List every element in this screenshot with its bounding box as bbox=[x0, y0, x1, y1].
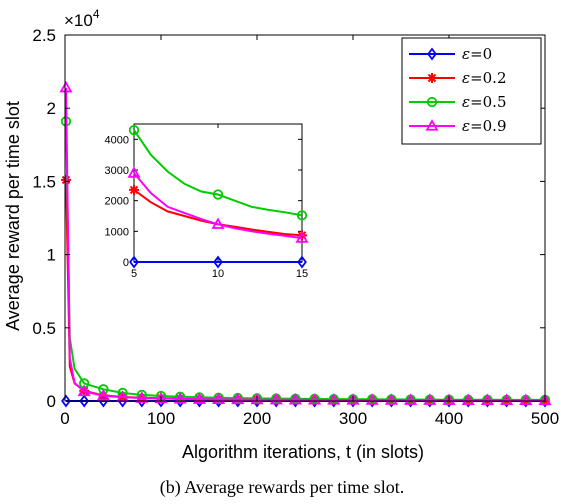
inset-y-tick-label-2: 2000 bbox=[105, 196, 129, 208]
legend-marker-2 bbox=[426, 96, 438, 108]
series-3-point-12 bbox=[250, 392, 264, 405]
series-3-point-26 bbox=[519, 393, 533, 406]
series-3-point-27 bbox=[538, 393, 552, 406]
inset-series-0-point-2 bbox=[297, 255, 307, 269]
inset-y-tick-label-4: 4000 bbox=[105, 134, 129, 146]
series-3-point-4 bbox=[96, 388, 110, 401]
series-2-point-4 bbox=[98, 384, 109, 395]
series-3-point-8 bbox=[173, 392, 187, 404]
y-tick-label-5: 2.5 bbox=[32, 26, 56, 45]
inset-series-3-point-0 bbox=[127, 166, 141, 178]
main-plot bbox=[59, 80, 552, 408]
y-tick-label-3: 1.5 bbox=[32, 172, 56, 191]
series-3-point-7 bbox=[154, 391, 168, 404]
inset-series-1-point-1 bbox=[297, 230, 307, 241]
legend-label-3: ε=0.9 bbox=[462, 117, 507, 135]
inset-series-1-point-0 bbox=[129, 184, 139, 195]
series-1-point-0 bbox=[60, 174, 71, 185]
y-tick-label-4: 2 bbox=[47, 99, 56, 118]
x-tick-label-0: 0 bbox=[60, 409, 69, 428]
inset-series-2-point-2 bbox=[296, 210, 308, 221]
inset-y-tick-label-0: 0 bbox=[123, 257, 129, 269]
legend-marker-0 bbox=[427, 47, 437, 61]
series-line-3 bbox=[65, 87, 545, 402]
legend-label-1: ε=0.2 bbox=[462, 69, 507, 87]
inset-y-tick-label-1: 1000 bbox=[105, 226, 129, 238]
legend-label-2: ε=0.5 bbox=[462, 93, 507, 111]
inset-series-line-3 bbox=[133, 172, 303, 240]
y-axis-label: Average reward per time slot bbox=[3, 101, 23, 331]
series-3-point-22 bbox=[442, 393, 456, 405]
y-tick-label-0: 0 bbox=[47, 392, 56, 411]
inset-plot: 5 10 15 0 1000 2000 3000 4000 bbox=[105, 123, 309, 280]
legend: ε=0 ε=0.2 ε=0.5 ε=0.9 bbox=[401, 37, 542, 145]
series-2-point-6 bbox=[136, 389, 147, 401]
x-tick-label-3: 300 bbox=[339, 409, 367, 428]
series-3-point-9 bbox=[192, 392, 206, 404]
series-3-point-25 bbox=[500, 393, 514, 406]
inset-x-tick-label-1: 10 bbox=[212, 268, 224, 280]
series-3-point-3 bbox=[77, 384, 91, 397]
x-tick-label-5: 500 bbox=[531, 409, 559, 428]
x-axis-label: Algorithm iterations, t (in slots) bbox=[182, 442, 424, 462]
inset-x-tick-label-0: 5 bbox=[131, 268, 137, 280]
series-0-point-3 bbox=[79, 394, 90, 408]
series-0-point-0 bbox=[61, 394, 71, 408]
plot-frame bbox=[64, 34, 546, 402]
x-tick-label-4: 400 bbox=[435, 409, 463, 428]
inset-series-3-point-2 bbox=[295, 231, 309, 243]
legend-marker-1 bbox=[427, 73, 437, 83]
inset-y-tick-label-3: 3000 bbox=[105, 165, 129, 177]
series-3-point-23 bbox=[461, 393, 475, 405]
series-3-point-11 bbox=[231, 392, 245, 405]
legend-marker-3 bbox=[425, 119, 439, 131]
y-tick-label-1: 0.5 bbox=[32, 319, 56, 338]
inset-series-0-point-1 bbox=[213, 255, 223, 269]
series-3-point-17 bbox=[346, 393, 360, 405]
series-3-point-13 bbox=[269, 392, 283, 405]
inset-series-2-point-0 bbox=[128, 124, 140, 136]
series-3-point-24 bbox=[480, 393, 494, 405]
x-tick-label-2: 200 bbox=[243, 409, 271, 428]
figure-caption: (b) Average rewards per time slot. bbox=[160, 477, 405, 498]
series-3-point-6 bbox=[135, 391, 149, 403]
inset-series-line-2 bbox=[133, 129, 303, 217]
y-tick-label-2: 1 bbox=[47, 246, 56, 265]
series-3-point-0 bbox=[59, 80, 73, 93]
inset-frame bbox=[133, 123, 303, 263]
y-multiplier: ×104 bbox=[64, 7, 100, 30]
inset-x-tick-label-2: 15 bbox=[296, 268, 308, 280]
series-3-point-19 bbox=[384, 393, 398, 405]
series-3-point-15 bbox=[308, 393, 322, 405]
inset-series-2-point-1 bbox=[212, 189, 224, 200]
x-tick-label-1: 100 bbox=[147, 409, 175, 428]
inset-series-3-point-1 bbox=[211, 217, 225, 229]
legend-label-0: ε=0 bbox=[462, 45, 492, 63]
series-3-point-10 bbox=[212, 392, 226, 405]
series-3-point-14 bbox=[288, 393, 302, 405]
series-3-point-16 bbox=[327, 393, 341, 405]
series-3-point-18 bbox=[365, 393, 379, 405]
series-3-point-21 bbox=[423, 393, 437, 405]
series-3-point-20 bbox=[404, 393, 418, 405]
inset-series-0-point-0 bbox=[129, 255, 139, 269]
